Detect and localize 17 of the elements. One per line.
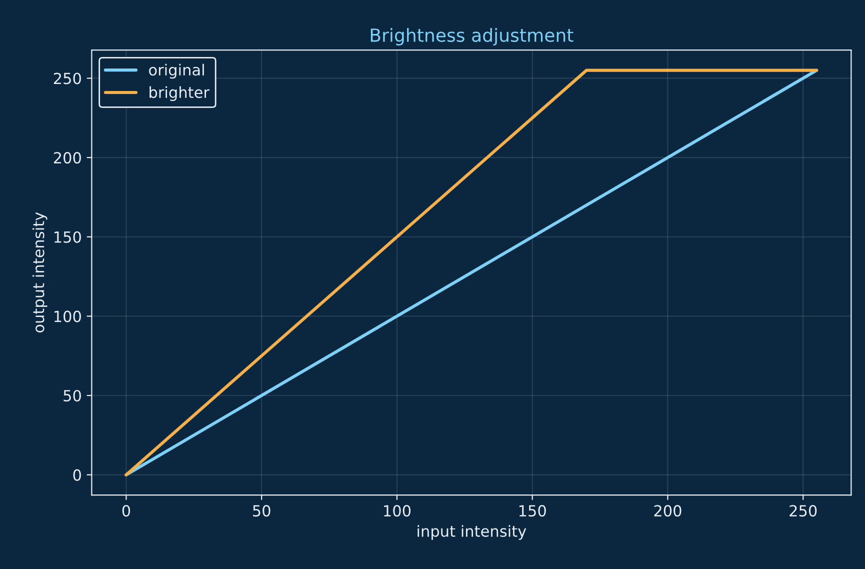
legend-label: brighter [150,86,210,102]
y-tick-label: 100 [54,310,81,322]
x-tick-label: 50 [253,505,270,517]
legend-label: original [149,64,204,79]
y-tick-label: 0 [73,469,81,481]
x-tick-label: 200 [654,505,682,517]
y-axis-title: output intensity [32,212,48,332]
x-axis-title: input intensity [418,525,526,540]
x-tick-label: 100 [384,505,411,517]
chart-title: Brightness adjustment [370,28,574,46]
x-tick-label: 150 [519,505,546,517]
x-tick-label: 0 [122,505,130,517]
y-tick-label: 50 [64,390,81,402]
y-tick-label: 150 [54,231,81,243]
y-tick-label: 250 [54,72,81,84]
y-tick-label: 200 [54,152,81,164]
x-tick-label: 250 [790,505,817,517]
